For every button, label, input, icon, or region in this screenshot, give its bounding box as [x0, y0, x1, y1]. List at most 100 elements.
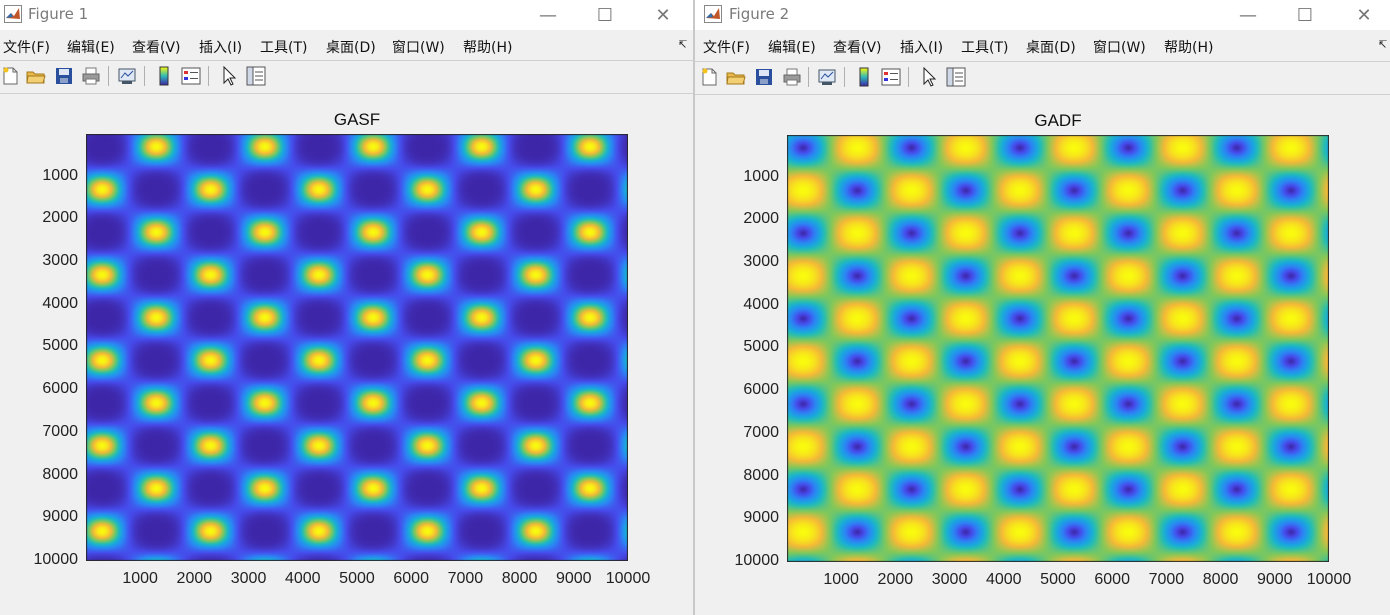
y-tick-label: 2000 — [42, 209, 78, 227]
y-tick-label: 1000 — [42, 166, 78, 184]
menu-help[interactable]: 帮助(H) — [1164, 40, 1214, 56]
x-tick-label: 6000 — [393, 570, 429, 587]
axes-title: GADF — [1034, 111, 1082, 130]
menu-insert[interactable]: 插入(I) — [199, 40, 243, 56]
menu-edit[interactable]: 编辑(E) — [768, 40, 816, 56]
link-plot-icon[interactable] — [816, 66, 838, 88]
heatmap-image — [86, 134, 628, 561]
legend-icon[interactable] — [180, 65, 202, 87]
new-figure-icon[interactable] — [699, 66, 721, 88]
y-tick-label: 10000 — [734, 552, 780, 569]
x-tick-label: 10000 — [605, 570, 651, 587]
toolbar-separator — [108, 66, 109, 86]
menu-tools[interactable]: 工具(T) — [961, 40, 1009, 56]
colorbar-icon[interactable] — [853, 66, 875, 88]
property-inspector-icon[interactable] — [945, 66, 967, 88]
maximize-button[interactable]: ☐ — [1282, 0, 1328, 30]
y-tick-label: 9000 — [42, 508, 78, 526]
close-icon: ✕ — [655, 4, 671, 26]
minimize-button[interactable]: — — [525, 0, 571, 30]
y-tick-label: 8000 — [743, 466, 779, 484]
window-divider — [693, 0, 695, 615]
pointer-icon[interactable] — [918, 66, 940, 88]
toolbar-separator-line — [0, 93, 693, 94]
menu-view[interactable]: 查看(V) — [132, 40, 181, 56]
minimize-icon: — — [1239, 4, 1257, 26]
colorbar-icon[interactable] — [153, 65, 175, 87]
menu-desktop[interactable]: 桌面(D) — [1026, 40, 1076, 56]
x-tick-label: 4000 — [284, 570, 321, 587]
menu-view[interactable]: 查看(V) — [833, 40, 882, 56]
new-figure-icon[interactable] — [0, 65, 22, 87]
menu-help[interactable]: 帮助(H) — [463, 40, 513, 56]
menu-edit[interactable]: 编辑(E) — [67, 40, 115, 56]
x-tick-label: 10000 — [1306, 571, 1352, 588]
x-tick-label: 4000 — [985, 571, 1022, 588]
minimize-icon: — — [539, 4, 557, 26]
y-tick-label: 10000 — [33, 551, 79, 568]
minimize-button[interactable]: — — [1225, 0, 1271, 30]
y-tick-label: 3000 — [42, 252, 78, 270]
toolbar-separator-line — [695, 94, 1390, 95]
menu-insert[interactable]: 插入(I) — [900, 40, 944, 56]
dock-arrow-icon[interactable]: ↸ — [1378, 39, 1388, 51]
x-tick-label: 7000 — [447, 570, 484, 587]
dock-arrow-icon[interactable]: ↸ — [678, 39, 688, 51]
menu-window[interactable]: 窗口(W) — [1093, 40, 1146, 56]
x-tick-label: 7000 — [1148, 571, 1185, 588]
link-plot-icon[interactable] — [116, 65, 138, 87]
menu-file[interactable]: 文件(F) — [3, 40, 50, 56]
x-tick-label: 1000 — [823, 571, 859, 588]
maximize-button[interactable]: ☐ — [582, 0, 628, 30]
menu-file[interactable]: 文件(F) — [703, 40, 750, 56]
x-tick-label: 9000 — [1256, 571, 1293, 588]
x-tick-label: 6000 — [1094, 571, 1130, 588]
x-tick-label: 9000 — [555, 570, 592, 587]
y-tick-label: 5000 — [743, 338, 779, 356]
maximize-icon: ☐ — [1296, 4, 1314, 26]
window-title: Figure 1 — [28, 5, 89, 23]
legend-icon[interactable] — [880, 66, 902, 88]
window-title: Figure 2 — [729, 5, 790, 23]
property-inspector-icon[interactable] — [245, 65, 267, 87]
save-icon[interactable] — [753, 66, 775, 88]
y-tick-label: 9000 — [743, 509, 779, 527]
close-button[interactable]: ✕ — [1341, 0, 1387, 30]
open-file-icon[interactable] — [25, 65, 47, 87]
x-tick-label: 3000 — [230, 570, 267, 587]
y-tick-label: 5000 — [42, 337, 78, 355]
open-file-icon[interactable] — [725, 66, 747, 88]
menu-tools[interactable]: 工具(T) — [260, 40, 308, 56]
y-tick-label: 7000 — [743, 423, 779, 441]
save-icon[interactable] — [53, 65, 75, 87]
y-tick-label: 6000 — [743, 381, 779, 399]
title-bar: Figure 2 — ☐ ✕ — [695, 0, 1390, 30]
y-tick-label: 1000 — [743, 167, 779, 185]
pointer-icon[interactable] — [218, 65, 240, 87]
matlab-app-icon — [4, 5, 22, 23]
x-tick-label: 2000 — [176, 570, 213, 587]
y-tick-label: 2000 — [743, 210, 779, 228]
figure-toolbar — [0, 62, 693, 92]
menu-separator — [0, 60, 693, 61]
y-tick-label: 4000 — [743, 295, 779, 313]
close-button[interactable]: ✕ — [640, 0, 686, 30]
x-tick-label: 3000 — [931, 571, 968, 588]
x-tick-label: 5000 — [1040, 571, 1076, 588]
axes-title: GASF — [333, 110, 381, 129]
y-tick-label: 8000 — [42, 465, 78, 483]
x-tick-label: 8000 — [501, 570, 538, 587]
y-tick-label: 6000 — [42, 380, 78, 398]
maximize-icon: ☐ — [596, 4, 614, 26]
menu-separator — [695, 61, 1390, 62]
toolbar-separator — [908, 67, 909, 87]
menu-window[interactable]: 窗口(W) — [392, 40, 445, 56]
print-icon[interactable] — [781, 66, 803, 88]
figure-toolbar — [695, 63, 1390, 93]
print-icon[interactable] — [80, 65, 102, 87]
heatmap-image — [787, 135, 1329, 562]
menu-desktop[interactable]: 桌面(D) — [326, 40, 376, 56]
close-icon: ✕ — [1356, 4, 1372, 26]
menu-bar: 文件(F) 编辑(E) 查看(V) 插入(I) 工具(T) 桌面(D) 窗口(W… — [695, 32, 1390, 60]
menu-bar: 文件(F) 编辑(E) 查看(V) 插入(I) 工具(T) 桌面(D) 窗口(W… — [0, 32, 693, 60]
